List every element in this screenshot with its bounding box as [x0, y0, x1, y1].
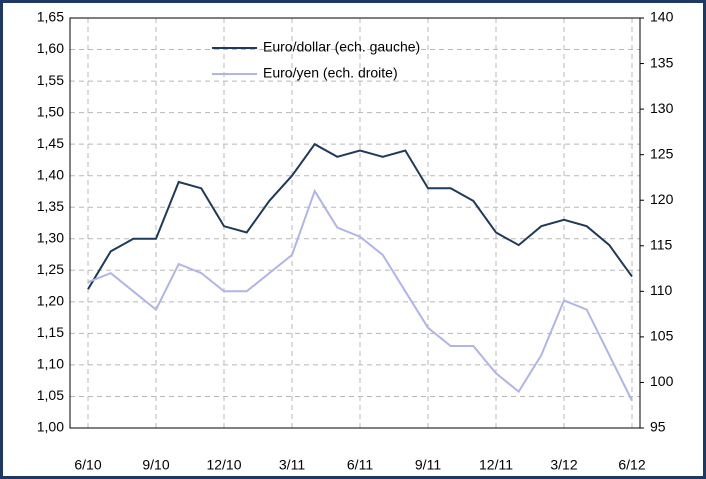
y2-tick-label: 120: [650, 191, 674, 207]
y2-tick-label: 140: [650, 9, 674, 25]
y-tick-label: 1,00: [37, 419, 64, 435]
y-tick-label: 1,55: [37, 72, 64, 88]
plot-area: [70, 18, 640, 428]
y2-tick-label: 130: [650, 100, 674, 116]
y-tick-label: 1,10: [37, 356, 64, 372]
y2-tick-label: 105: [650, 328, 674, 344]
y-tick-label: 1,65: [37, 9, 64, 25]
y2-tick-label: 115: [650, 236, 673, 252]
y-tick-label: 1,45: [37, 135, 64, 151]
series-line: [87, 142, 633, 290]
x-tick-label: 12/11: [479, 457, 513, 473]
x-tick-label: 3/11: [279, 457, 305, 473]
x-tick-label: 9/11: [415, 457, 441, 473]
y-tick-label: 1,50: [37, 103, 64, 119]
x-tick-label: 6/10: [74, 457, 101, 473]
y-tick-label: 1,05: [37, 387, 64, 403]
x-tick-label: 6/12: [618, 457, 645, 473]
series-line: [87, 188, 633, 402]
y2-tick-label: 95: [650, 419, 666, 435]
y-tick-label: 1,15: [37, 324, 64, 340]
y2-tick-label: 135: [650, 54, 674, 70]
x-tick-label: 9/10: [142, 457, 169, 473]
legend-label: Euro/yen (ech. droite): [263, 65, 398, 81]
y-tick-label: 1,60: [37, 40, 64, 56]
y2-tick-label: 125: [650, 145, 674, 161]
x-tick-label: 12/10: [206, 457, 241, 473]
y-tick-label: 1,40: [37, 166, 64, 182]
x-tick-label: 6/11: [347, 457, 373, 473]
y-tick-label: 1,20: [37, 293, 64, 309]
y2-tick-label: 110: [650, 282, 673, 298]
y2-tick-label: 100: [650, 373, 674, 389]
y-tick-label: 1,30: [37, 229, 64, 245]
y-tick-label: 1,25: [37, 261, 64, 277]
y-tick-label: 1,35: [37, 198, 64, 214]
plot-border: [69, 17, 641, 429]
legend-label: Euro/dollar (ech. gauche): [263, 39, 420, 55]
x-tick-label: 3/12: [550, 457, 577, 473]
